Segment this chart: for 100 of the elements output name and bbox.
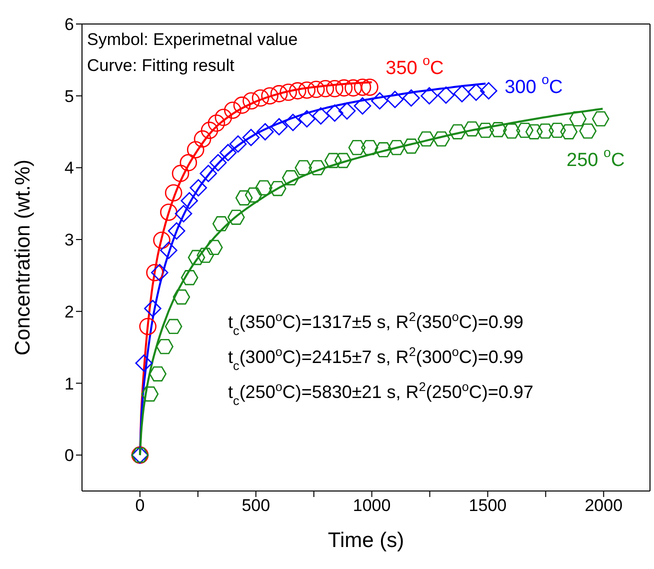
point	[270, 85, 288, 102]
point	[371, 92, 388, 110]
x-tick-label: 1500	[468, 496, 507, 516]
point	[200, 122, 218, 139]
point	[196, 248, 214, 263]
point	[172, 164, 190, 182]
y-tick-label: 2	[64, 302, 74, 322]
point	[282, 170, 300, 186]
point	[361, 78, 378, 96]
point	[186, 141, 204, 158]
point	[284, 114, 302, 132]
point	[334, 152, 352, 168]
point	[255, 180, 272, 196]
point	[288, 82, 306, 100]
point	[361, 140, 378, 156]
point	[548, 122, 566, 138]
point	[164, 184, 182, 202]
point	[190, 179, 208, 196]
point	[200, 164, 217, 182]
point	[244, 187, 262, 203]
point	[516, 122, 534, 138]
point	[144, 300, 162, 318]
point	[489, 122, 507, 138]
point	[256, 123, 274, 140]
point	[312, 107, 330, 125]
point	[402, 89, 420, 107]
point	[579, 123, 597, 139]
point	[569, 111, 587, 126]
point	[335, 79, 353, 97]
text: t$_{c}$(300$^{o}$C)=2415±7 s, R$^{2}$(300$^{o}$C)=0.99	[228, 345, 524, 373]
point	[180, 192, 198, 210]
point	[135, 354, 153, 372]
point	[252, 89, 270, 107]
point	[448, 124, 466, 140]
point	[224, 102, 242, 119]
point	[354, 78, 372, 96]
point	[326, 80, 344, 98]
point	[308, 80, 325, 98]
point	[139, 318, 156, 336]
point	[344, 79, 362, 97]
point	[592, 111, 610, 126]
point	[324, 152, 342, 168]
annotation: Curve: Fitting result	[87, 56, 235, 75]
point	[298, 81, 316, 99]
y-tick-label: 4	[64, 158, 74, 178]
series-label: 300 $^{o}$C	[504, 72, 563, 98]
point	[388, 140, 406, 156]
y-tick-label: 5	[64, 86, 74, 106]
point	[270, 118, 288, 136]
y-tick-label: 0	[64, 446, 74, 466]
point	[149, 366, 166, 382]
point	[229, 135, 247, 153]
point	[242, 92, 260, 110]
point	[228, 210, 245, 225]
point	[432, 131, 450, 147]
point	[160, 204, 178, 221]
point	[214, 108, 232, 126]
point	[338, 102, 356, 120]
point	[463, 121, 481, 136]
point	[502, 123, 520, 139]
point	[141, 386, 159, 402]
point	[453, 85, 471, 102]
x-tick-label: 500	[242, 496, 270, 516]
x-axis-title: Time (s)	[328, 529, 404, 552]
point	[174, 205, 192, 222]
series-label: 250 $^{o}$C	[566, 144, 625, 171]
y-tick-label: 1	[64, 374, 74, 394]
point	[153, 232, 170, 249]
point	[326, 104, 344, 122]
point	[525, 124, 543, 140]
point	[437, 86, 455, 104]
point	[160, 242, 178, 259]
text: t$_{c}$(250$^{o}$C)=5830±21 s, R$^{2}$(250$^{o}$C)=0.97	[228, 380, 534, 408]
point	[402, 138, 420, 154]
point	[420, 87, 438, 104]
point	[219, 144, 237, 162]
point	[354, 97, 372, 115]
point	[480, 82, 498, 100]
point	[208, 114, 226, 132]
point	[235, 190, 253, 206]
point	[280, 84, 297, 101]
point	[418, 131, 435, 147]
annotation: Symbol: Experimetnal value	[87, 30, 298, 49]
point	[308, 160, 326, 176]
y-tick-label: 3	[64, 230, 74, 250]
point	[156, 339, 174, 354]
point	[172, 289, 190, 305]
point	[151, 264, 168, 282]
point	[294, 160, 312, 176]
point	[269, 180, 286, 196]
point	[164, 318, 182, 334]
point	[168, 222, 186, 240]
text: t$_{c}$(350$^{o}$C)=1317±5 s, R$^{2}$(350$^{o}$C)=0.99	[228, 310, 524, 338]
y-tick-label: 6	[64, 15, 74, 34]
point	[212, 216, 230, 232]
x-tick-label: 2000	[584, 496, 623, 516]
point	[188, 250, 206, 266]
point	[209, 154, 227, 172]
point	[180, 154, 198, 172]
point	[180, 270, 198, 286]
